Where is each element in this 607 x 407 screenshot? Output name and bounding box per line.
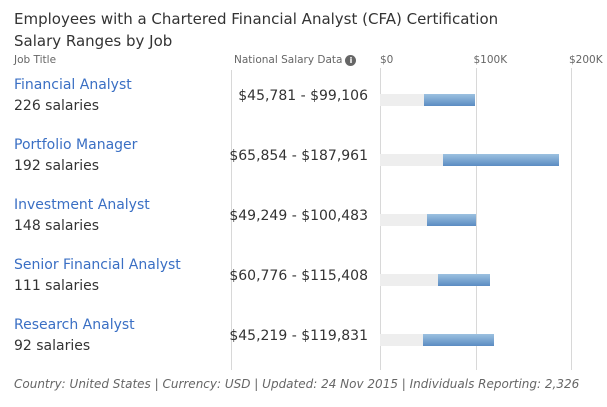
job-title-header: Job Title (14, 54, 57, 66)
salary-range-bar (427, 214, 476, 226)
info-icon[interactable]: i (345, 54, 357, 66)
bar-track (380, 274, 439, 286)
salary-header: National Salary Data i (234, 54, 357, 66)
salary-count: 92 salaries (14, 338, 91, 354)
bar-track (380, 94, 424, 106)
bar-track (380, 154, 443, 166)
bar-track (380, 334, 424, 346)
chart-subtitle: Salary Ranges by Job (14, 32, 173, 50)
column-divider (231, 70, 232, 370)
salary-count: 226 salaries (14, 98, 100, 114)
job-title-link[interactable]: Research Analyst (14, 317, 135, 333)
salary-range: $45,219 - $119,831 (229, 328, 368, 344)
salary-range: $45,781 - $99,106 (238, 88, 368, 104)
job-title-link[interactable]: Senior Financial Analyst (14, 257, 181, 273)
salary-range: $49,249 - $100,483 (229, 208, 368, 224)
salary-header-label: National Salary Data (234, 54, 343, 66)
job-title-link[interactable]: Investment Analyst (14, 197, 150, 213)
job-title-link[interactable]: Portfolio Manager (14, 137, 138, 153)
salary-range-bar (438, 274, 491, 286)
salary-count: 148 salaries (14, 218, 100, 234)
salary-count: 192 salaries (14, 158, 100, 174)
gridline (475, 68, 477, 370)
salary-range: $60,776 - $115,408 (229, 268, 368, 284)
chart-title: Employees with a Chartered Financial Ana… (14, 10, 499, 28)
bar-track (380, 214, 428, 226)
x-tick-label: $0 (380, 54, 394, 66)
salary-count: 111 salaries (14, 278, 100, 294)
salary-range-bar (423, 334, 495, 346)
x-tick-label: $100K (473, 54, 508, 66)
job-title-link[interactable]: Financial Analyst (14, 77, 132, 93)
footer-info: Country: United States | Currency: USD |… (14, 377, 580, 391)
salary-range-bar (442, 154, 560, 166)
salary-range: $65,854 - $187,961 (229, 148, 368, 164)
salary-range-bar (423, 94, 475, 106)
gridline (571, 68, 572, 370)
x-tick-label: $200K (569, 54, 603, 66)
